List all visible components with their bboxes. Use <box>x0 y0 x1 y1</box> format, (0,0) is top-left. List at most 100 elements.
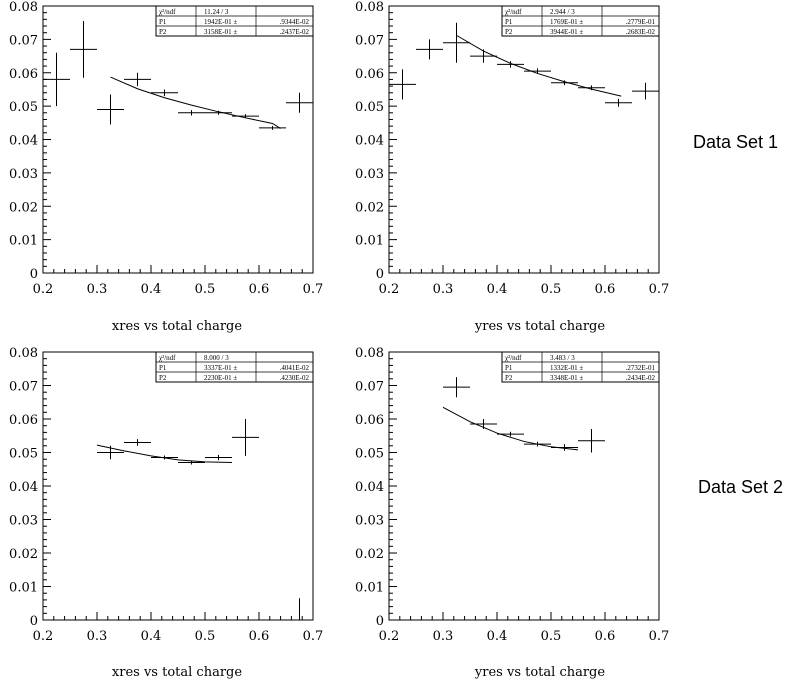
stats-param-value: 1942E-01 ± <box>204 18 237 26</box>
x-tick-label: 0.2 <box>33 629 54 644</box>
x-tick-label: 0.4 <box>141 629 162 644</box>
data-point <box>97 94 124 125</box>
x-tick-label: 0.7 <box>649 282 670 297</box>
stats-param-name: P1 <box>159 364 167 372</box>
fit-curve <box>110 76 281 129</box>
data-point <box>524 441 551 447</box>
y-tick-label: 0.08 <box>9 346 38 361</box>
chart-panel-4: 0 0.01 0.02 0.03 0.04 0.05 0.06 0.07 0.08 0.2 0.3 0… <box>355 346 669 680</box>
stats-chi2-value: 2.944 / 3 <box>550 8 575 16</box>
plot-frame <box>388 351 660 621</box>
chart-panel-1: 0 0.01 0.02 0.03 0.04 0.05 0.06 0.07 0.08 0.2 0.3 0… <box>9 0 323 334</box>
stats-param-error: .4230E-02 <box>280 374 310 382</box>
stats-chi2-label: χ²/ndf <box>159 354 176 362</box>
x-tick-label: 0.5 <box>541 629 562 644</box>
stats-box: χ²/ndf 3.483 / 3 P1 1332E-01 ± .2732E-01 P2 33… <box>501 351 660 383</box>
stats-box: χ²/ndf 8.000 / 3 P1 3337E-01 ± .4041E-02 P2 22… <box>155 351 314 383</box>
stats-chi2-value: 11.24 / 3 <box>204 8 229 16</box>
x-tick-label: 0.6 <box>249 629 270 644</box>
x-tick-label: 0.2 <box>33 282 54 297</box>
y-tick-label: 0 <box>376 614 384 629</box>
stats-chi2-label: χ²/ndf <box>505 354 522 362</box>
data-point <box>470 419 497 430</box>
y-tick-label: 0 <box>30 614 38 629</box>
stats-box-frame <box>501 351 660 383</box>
y-tick-label: 0.07 <box>355 380 384 395</box>
data-point <box>497 61 524 68</box>
data-point <box>232 419 259 456</box>
data-point <box>443 22 470 63</box>
y-tick-label: 0.02 <box>9 547 38 562</box>
stats-param-name: P2 <box>159 374 167 382</box>
x-tick-label: 0.7 <box>303 629 324 644</box>
stats-chi2-value: 3.483 / 3 <box>550 354 575 362</box>
data-point <box>232 114 259 119</box>
stats-param-value: 3348E-01 ± <box>550 374 583 382</box>
stats-param-error: .2779E-01 <box>626 18 656 26</box>
stats-chi2-label: χ²/ndf <box>159 8 176 16</box>
data-point <box>151 455 178 460</box>
x-tick-label: 0.5 <box>541 282 562 297</box>
data-point <box>443 377 470 398</box>
y-tick-label: 0.03 <box>355 167 384 182</box>
stats-param-name: P2 <box>505 28 513 36</box>
stats-param-error: .9344E-02 <box>280 18 310 26</box>
x-tick-label: 0.3 <box>433 629 454 644</box>
data-point <box>178 110 205 116</box>
x-tick-label: 0.3 <box>87 629 108 644</box>
y-tick-label: 0.05 <box>9 100 38 115</box>
stats-param-name: P1 <box>159 18 167 26</box>
x-tick-label: 0.6 <box>595 629 616 644</box>
stats-chi2-label: χ²/ndf <box>505 8 522 16</box>
y-tick-label: 0.06 <box>355 413 384 428</box>
set-label-2: Data Set 2 <box>698 477 784 497</box>
y-tick-label: 0.06 <box>355 67 384 82</box>
x-tick-label: 0.2 <box>379 282 400 297</box>
y-tick-label: 0.05 <box>355 100 384 115</box>
stats-param-value: 3158E-01 ± <box>204 28 237 36</box>
plot-frame <box>42 351 314 621</box>
x-tick-label: 0.5 <box>195 282 216 297</box>
stats-param-error: .2437E-02 <box>280 28 310 36</box>
x-tick-label: 0.3 <box>433 282 454 297</box>
x-axis-label: yres vs total charge <box>474 665 605 680</box>
y-tick-label: 0.04 <box>9 480 38 495</box>
stats-param-error: .2683E-02 <box>626 28 656 36</box>
x-tick-label: 0.6 <box>595 282 616 297</box>
y-tick-label: 0.02 <box>355 547 384 562</box>
y-tick-label: 0.04 <box>355 134 384 149</box>
y-tick-label: 0.03 <box>355 514 384 529</box>
x-tick-label: 0.6 <box>249 282 270 297</box>
data-point <box>578 85 605 91</box>
y-tick-label: 0.02 <box>355 200 384 215</box>
x-axis-label: yres vs total charge <box>474 319 605 334</box>
y-tick-label: 0.08 <box>355 346 384 361</box>
y-tick-label: 0.08 <box>9 0 38 15</box>
y-tick-label: 0.01 <box>355 581 384 596</box>
data-point <box>470 49 497 63</box>
stats-param-name: P2 <box>505 374 513 382</box>
y-tick-label: 0.05 <box>9 447 38 462</box>
stats-param-error: .4041E-02 <box>280 364 310 372</box>
x-tick-label: 0.3 <box>87 282 108 297</box>
y-tick-label: 0.04 <box>355 480 384 495</box>
data-point <box>124 439 151 446</box>
data-point <box>497 431 524 437</box>
data-point <box>551 80 578 86</box>
data-point <box>416 39 443 60</box>
x-tick-label: 0.7 <box>303 282 324 297</box>
stats-box: χ²/ndf 11.24 / 3 P1 1942E-01 ± .9344E-02 P2 31… <box>155 5 314 37</box>
stats-param-value: 1769E-01 ± <box>550 18 583 26</box>
y-tick-label: 0.03 <box>9 514 38 529</box>
data-point <box>205 454 232 461</box>
data-point <box>70 21 97 78</box>
x-tick-label: 0.4 <box>487 282 508 297</box>
data-point <box>205 110 232 115</box>
data-point <box>178 460 205 465</box>
stats-box-frame <box>155 351 314 383</box>
fit-curve <box>442 406 579 451</box>
x-tick-label: 0.2 <box>379 629 400 644</box>
data-point <box>578 429 605 453</box>
y-tick-label: 0.04 <box>9 134 38 149</box>
